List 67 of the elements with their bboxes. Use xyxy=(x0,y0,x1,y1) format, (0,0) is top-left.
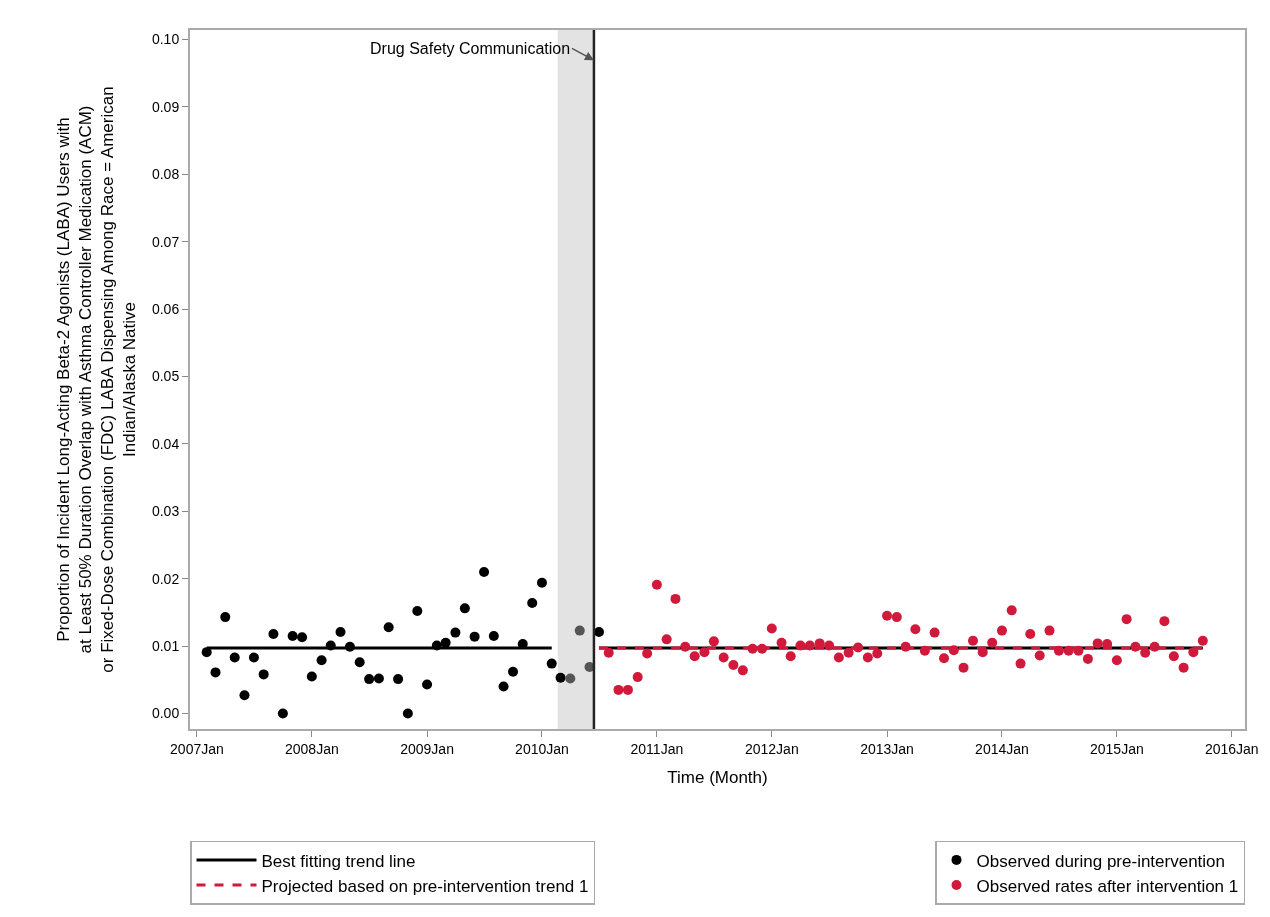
y-tick-label: 0.06 xyxy=(151,300,180,317)
point xyxy=(536,577,547,588)
point xyxy=(258,669,269,680)
x-tick-label: 2015Jan xyxy=(1090,740,1144,757)
point xyxy=(248,652,259,663)
point xyxy=(354,657,365,668)
x-tick-label: 2012Jan xyxy=(744,740,799,757)
point xyxy=(201,647,212,658)
y-tick-label: 0.04 xyxy=(151,435,180,452)
point xyxy=(344,641,355,652)
point xyxy=(393,674,404,685)
y-tick-label: 0.05 xyxy=(151,368,180,385)
point xyxy=(555,672,566,683)
y-tick-label: 0.08 xyxy=(151,166,180,183)
y-axis-title: Proportion of Incident Long-Acting Beta-2 Agonists (LABA) Users with at Least 50% Duration Overlap with Asthma Controller Medication (ACM) or Fixed-Dose Combination (FDC) LABA Dispensing Among Race = American Indian/Alaska Native xyxy=(53,86,139,673)
point xyxy=(220,612,231,623)
x-tick-label: 2009Jan xyxy=(400,740,454,757)
x-tick-label: 2011Jan xyxy=(630,740,684,757)
point xyxy=(459,603,470,614)
point xyxy=(364,674,375,685)
y-tick-label: 0.00 xyxy=(151,705,180,722)
point xyxy=(412,606,423,617)
point xyxy=(469,631,480,642)
point xyxy=(229,652,240,663)
point xyxy=(239,690,250,701)
point xyxy=(373,673,384,684)
point xyxy=(210,667,221,678)
point xyxy=(325,640,336,651)
x-axis-title: Time (Month) xyxy=(667,767,768,787)
point xyxy=(402,708,413,719)
point xyxy=(488,630,499,641)
point xyxy=(422,679,433,690)
point xyxy=(565,673,576,684)
point xyxy=(450,627,461,638)
point xyxy=(527,597,538,608)
point xyxy=(431,640,442,651)
x-tick-label: 2013Jan xyxy=(860,740,914,757)
point xyxy=(440,637,451,648)
point xyxy=(546,658,557,669)
point xyxy=(335,626,346,637)
point xyxy=(297,632,308,643)
point xyxy=(287,630,298,641)
legend-label: Best fitting trend line xyxy=(261,851,416,871)
point xyxy=(306,671,317,682)
x-tick-label: 2007Jan xyxy=(170,740,224,757)
x-tick-label: 2008Jan xyxy=(284,740,339,757)
y-tick-label: 0.02 xyxy=(151,570,180,587)
point xyxy=(498,681,509,692)
y-tick-label: 0.09 xyxy=(151,98,180,115)
point xyxy=(508,666,519,677)
x-tick-label: 2014Jan xyxy=(975,740,1029,757)
legend-label: Observed rates after intervention 1 xyxy=(976,876,1239,896)
legend-label: Observed during pre-intervention xyxy=(976,851,1226,871)
point xyxy=(574,625,585,636)
annotation: Drug Safety Communication xyxy=(370,40,571,57)
x-tick-label: 2016Jan xyxy=(1204,740,1259,757)
point xyxy=(316,655,327,666)
y-tick-label: 0.01 xyxy=(151,637,180,654)
y-tick-label: 0.10 xyxy=(151,31,180,48)
point xyxy=(277,708,288,719)
legend-label: Projected based on pre-intervention trend 1 xyxy=(261,876,589,896)
point xyxy=(268,628,279,639)
y-tick-label: 0.03 xyxy=(151,503,180,520)
point xyxy=(479,566,490,577)
y-tick-label: 0.07 xyxy=(151,233,180,250)
x-tick-label: 2010Jan xyxy=(515,740,569,757)
point xyxy=(383,622,394,633)
